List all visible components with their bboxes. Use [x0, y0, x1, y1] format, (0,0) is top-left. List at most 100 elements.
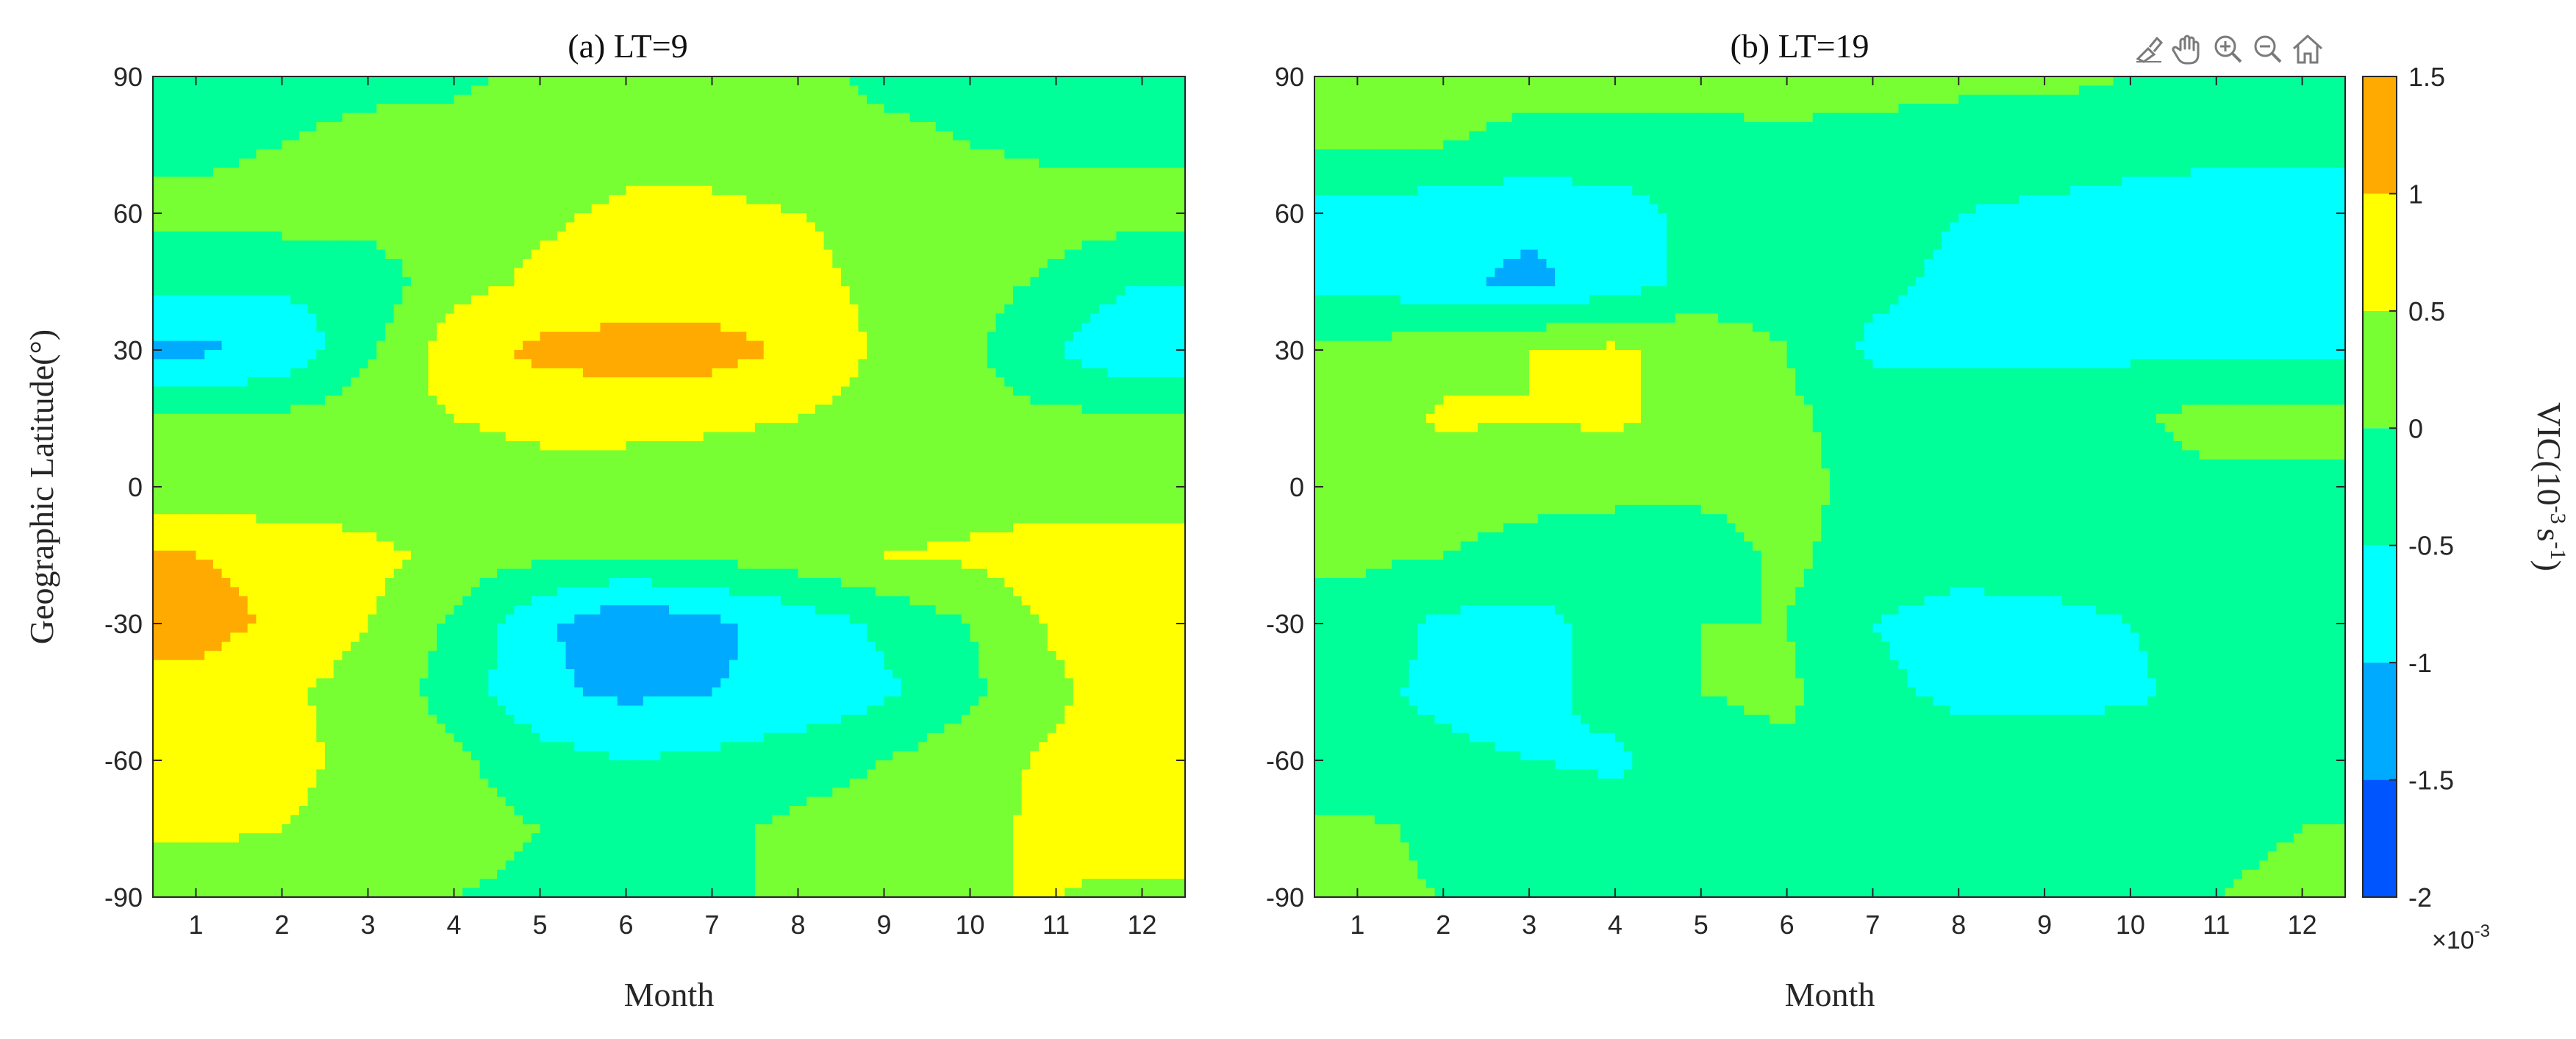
contour-cell	[798, 76, 807, 86]
contour-cell	[746, 295, 756, 305]
contour-cell	[832, 204, 842, 214]
contour-cell	[307, 168, 317, 177]
contour-cell	[1142, 441, 1151, 451]
contour-cell	[737, 149, 747, 160]
contour-cell	[1030, 158, 1040, 168]
contour-cell	[428, 450, 437, 460]
contour-cell	[892, 94, 902, 104]
contour-cell	[970, 158, 979, 168]
contour-cell	[393, 195, 403, 205]
contour-cell	[462, 131, 472, 141]
contour-cell	[1039, 94, 1048, 104]
contour-cell	[781, 432, 790, 442]
contour-cell	[307, 413, 317, 424]
contour-cell	[161, 304, 171, 314]
contour-cell	[995, 413, 1005, 424]
contour-cell	[437, 286, 446, 296]
contour-cell	[944, 259, 954, 268]
contour-cell	[333, 404, 343, 415]
contour-cell	[1167, 204, 1177, 214]
contour-cell	[987, 94, 997, 104]
contour-cell	[953, 204, 962, 214]
contour-cell	[531, 249, 541, 260]
contour-cell	[832, 377, 842, 388]
contour-cell	[669, 368, 679, 378]
contour-cell	[651, 231, 661, 241]
contour-cell	[531, 222, 541, 232]
contour-cell	[935, 413, 945, 424]
contour-cell	[402, 332, 412, 342]
contour-cell	[884, 204, 893, 214]
contour-cell	[1073, 231, 1083, 241]
contour-cell	[540, 85, 549, 96]
contour-cell	[849, 185, 859, 196]
contour-cell	[445, 295, 455, 305]
contour-cell	[686, 122, 695, 132]
contour-cell	[212, 149, 223, 160]
contour-cell	[858, 249, 867, 260]
contour-cell	[1013, 368, 1023, 378]
contour-cell	[591, 94, 601, 104]
contour-cell	[221, 304, 231, 314]
contour-cell	[643, 149, 653, 160]
contour-cell	[686, 377, 695, 388]
contour-cell	[1030, 396, 1040, 405]
contour-cell	[273, 304, 283, 314]
contour-cell	[720, 94, 730, 104]
contour-cell	[256, 450, 265, 460]
contour-cell	[1133, 76, 1143, 86]
contour-cell	[609, 240, 618, 251]
contour-cell	[384, 322, 395, 332]
contour-cell	[660, 222, 670, 232]
contour-cell	[901, 131, 911, 141]
contour-cell	[179, 240, 188, 251]
contour-cell	[755, 304, 765, 314]
contour-cell	[849, 286, 859, 296]
contour-cell	[247, 286, 257, 296]
contour-cell	[531, 104, 541, 114]
contour-cell	[695, 259, 704, 268]
contour-cell	[1107, 359, 1117, 369]
contour-cell	[1004, 340, 1014, 351]
contour-cell	[1056, 185, 1065, 196]
contour-cell	[471, 386, 481, 396]
contour-cell	[393, 131, 403, 141]
contour-cell	[187, 149, 197, 160]
contour-cell	[212, 259, 223, 268]
contour-cell	[617, 377, 627, 388]
contour-cell	[789, 276, 799, 287]
contour-cell	[179, 295, 188, 305]
contour-cell	[1056, 249, 1065, 260]
contour-cell	[953, 322, 962, 332]
contour-cell	[669, 204, 679, 214]
contour-cell	[505, 204, 515, 214]
contour-cell	[677, 204, 687, 214]
contour-cell	[1133, 413, 1143, 424]
contour-cell	[325, 240, 334, 251]
contour-cell	[1167, 195, 1177, 205]
contour-cell	[548, 404, 558, 415]
contour-cell	[677, 377, 687, 388]
contour-cell	[892, 204, 902, 214]
contour-cell	[384, 359, 395, 369]
plot-a-area[interactable]	[153, 76, 1186, 898]
contour-cell	[1065, 295, 1074, 305]
contour-cell	[368, 359, 377, 369]
contour-cell	[1065, 377, 1074, 388]
contour-cell	[695, 404, 704, 415]
contour-cell	[617, 140, 627, 150]
contour-cell	[875, 313, 885, 324]
contour-cell	[849, 168, 859, 177]
contour-cell	[634, 213, 644, 223]
contour-cell	[368, 313, 377, 324]
contour-cell	[823, 432, 833, 442]
contour-cell	[1151, 249, 1160, 260]
contour-cell	[1039, 231, 1048, 241]
contour-cell	[617, 176, 627, 187]
contour-cell	[548, 359, 558, 369]
contour-cell	[746, 104, 756, 114]
contour-cell	[1065, 304, 1074, 314]
contour-cell	[325, 168, 334, 177]
contour-cell	[781, 276, 790, 287]
contour-cell	[755, 404, 765, 415]
